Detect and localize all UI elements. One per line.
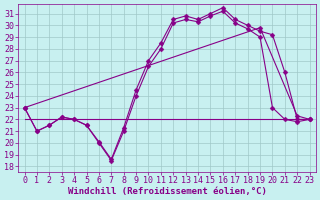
X-axis label: Windchill (Refroidissement éolien,°C): Windchill (Refroidissement éolien,°C) (68, 187, 267, 196)
